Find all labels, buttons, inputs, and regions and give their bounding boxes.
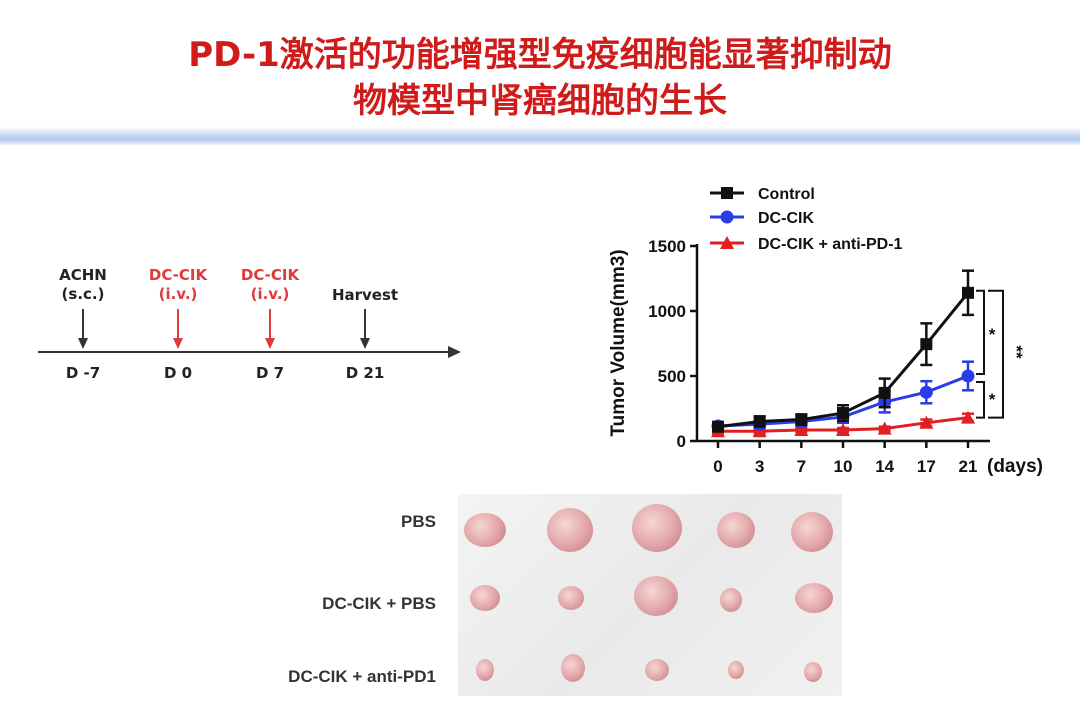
slide-title: PD-1激活的功能增强型免疫细胞能显著抑制动 物模型中肾癌细胞的生长	[0, 32, 1080, 124]
tumor-sample	[476, 659, 494, 681]
timeline-arrowhead	[448, 346, 461, 358]
event-name: DC-CIK	[148, 266, 208, 284]
title-line-1: PD-1激活的功能增强型免疫细胞能显著抑制动	[188, 35, 892, 75]
event-name: ACHN	[59, 266, 107, 284]
x-tick-label: 3	[755, 457, 764, 476]
tumor-sample	[547, 508, 593, 552]
data-point	[961, 410, 975, 424]
y-tick-label: 500	[658, 367, 686, 386]
title-line-2: 物模型中肾癌细胞的生长	[353, 81, 727, 121]
timeline-event-label: DC-CIK (i.v.)	[220, 266, 320, 304]
legend-entry: Control	[758, 186, 815, 203]
data-point	[712, 420, 724, 433]
tumor-sample	[717, 512, 755, 548]
tumor-sample	[558, 586, 584, 610]
x-tick-label: 7	[797, 457, 806, 476]
title-divider-band	[0, 127, 1080, 145]
legend-entry: DC-CIK	[758, 210, 814, 227]
x-tick-label: 17	[917, 457, 936, 476]
significance-mark: *	[989, 390, 996, 409]
tumor-sample	[645, 659, 669, 681]
tumor-sample	[632, 504, 682, 552]
event-arrowhead	[173, 338, 183, 349]
timeline-day-label: D -7	[65, 364, 101, 382]
y-tick-label: 1500	[648, 237, 686, 256]
tumor-sample	[804, 662, 822, 682]
tumor-sample	[634, 576, 678, 616]
timeline-event-label: ACHN (s.c.)	[33, 266, 133, 304]
series-dc-cik-anti-pd-1	[711, 410, 975, 438]
tumor-sample	[728, 661, 744, 679]
significance-brackets: ****	[976, 289, 1026, 419]
tumor-photo	[458, 494, 842, 696]
event-arrowhead	[78, 338, 88, 349]
data-point	[753, 415, 766, 428]
timeline-event-label: Harvest	[315, 286, 415, 305]
tumor-sample	[791, 512, 833, 552]
data-point	[794, 422, 809, 436]
data-point	[837, 407, 849, 420]
data-point	[919, 415, 934, 429]
legend-marker	[721, 187, 733, 199]
x-tick-label: 0	[713, 457, 722, 476]
data-point	[795, 413, 808, 426]
x-tick-label: 10	[834, 457, 853, 476]
timeline-day-label: D 21	[345, 364, 385, 382]
timeline-day-label: D 0	[163, 364, 193, 382]
data-point	[920, 338, 933, 351]
timeline-event-label: DC-CIK (i.v.)	[128, 266, 228, 304]
data-point	[752, 424, 767, 438]
significance-mark: **	[1007, 345, 1026, 359]
y-tick-label: 0	[677, 432, 686, 451]
data-point	[962, 286, 974, 299]
data-point	[919, 385, 933, 399]
photo-group-label: PBS	[401, 512, 436, 531]
tumor-sample	[464, 513, 506, 547]
bracket-control-vs-pd1	[988, 289, 1004, 419]
tumor-sample	[561, 654, 585, 682]
bracket-control-vs-dccik	[976, 289, 985, 375]
y-axis-label: Tumor Volume(mm3)	[608, 249, 629, 436]
event-route: (s.c.)	[61, 285, 105, 303]
x-tick-label: 14	[875, 457, 894, 476]
tumor-sample	[720, 588, 742, 612]
data-point	[961, 369, 975, 383]
timeline-day-label: D 7	[255, 364, 285, 382]
event-name: Harvest	[331, 286, 399, 304]
event-name: DC-CIK	[240, 266, 300, 284]
series-control	[712, 269, 974, 433]
photo-group-label: DC-CIK + PBS	[322, 594, 436, 613]
legend-entry: DC-CIK + anti-PD-1	[758, 236, 903, 253]
data-point	[836, 422, 850, 436]
event-arrowhead	[265, 338, 275, 349]
chart-legend: Control DC-CIK DC-CIK + anti-PD-1	[710, 186, 903, 253]
legend-marker	[720, 236, 734, 249]
data-point	[878, 386, 891, 399]
event-arrowhead	[360, 338, 370, 349]
legend-marker	[720, 210, 734, 224]
photo-group-label: DC-CIK + anti-PD1	[288, 667, 436, 686]
bracket-dccik-vs-pd1	[976, 381, 985, 419]
tumor-sample	[470, 585, 500, 611]
y-tick-label: 1000	[648, 302, 686, 321]
significance-mark: *	[989, 325, 996, 344]
data-point	[877, 421, 892, 435]
x-axis-label: (days)	[987, 456, 1043, 477]
event-route: (i.v.)	[158, 285, 198, 303]
x-tick-label: 21	[959, 457, 978, 476]
tumor-sample	[795, 583, 833, 613]
event-route: (i.v.)	[250, 285, 290, 303]
